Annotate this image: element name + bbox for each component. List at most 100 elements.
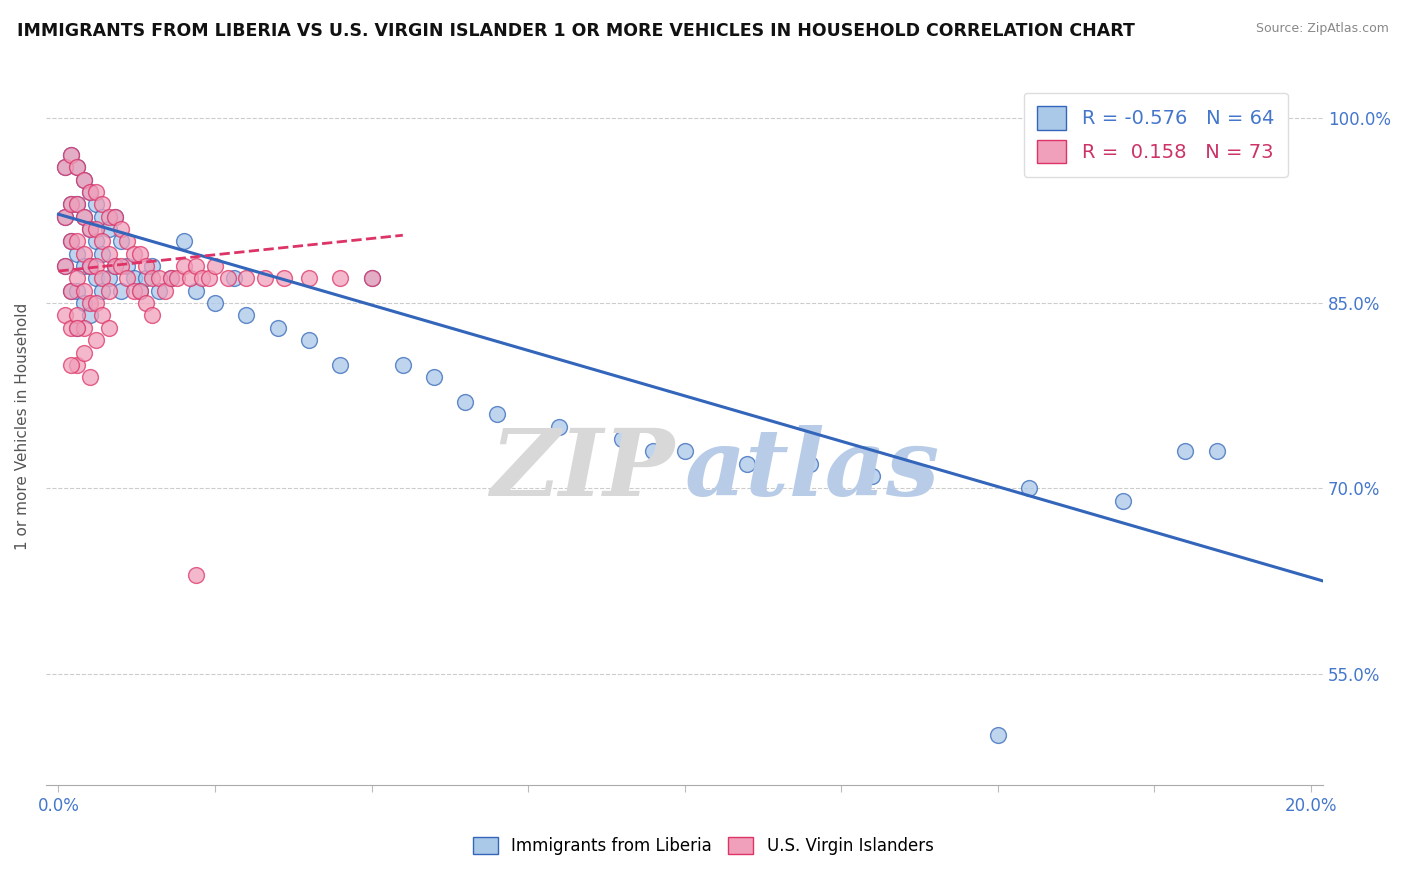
Point	[643, 444, 665, 458]
Point	[53, 161, 76, 175]
Point	[66, 161, 89, 175]
Point	[610, 432, 633, 446]
Point	[186, 567, 208, 582]
Point	[84, 197, 107, 211]
Point	[66, 321, 89, 335]
Point	[53, 161, 76, 175]
Point	[186, 284, 208, 298]
Point	[97, 321, 120, 335]
Point	[104, 259, 127, 273]
Point	[97, 284, 120, 298]
Point	[117, 271, 139, 285]
Point	[104, 210, 127, 224]
Point	[91, 246, 114, 260]
Point	[66, 358, 89, 372]
Point	[128, 284, 150, 298]
Point	[141, 309, 163, 323]
Point	[72, 284, 94, 298]
Point	[79, 370, 101, 384]
Text: Source: ZipAtlas.com: Source: ZipAtlas.com	[1256, 22, 1389, 36]
Point	[53, 259, 76, 273]
Point	[66, 284, 89, 298]
Point	[66, 235, 89, 249]
Point	[72, 210, 94, 224]
Point	[197, 271, 219, 285]
Point	[79, 259, 101, 273]
Point	[91, 309, 114, 323]
Point	[222, 271, 245, 285]
Point	[72, 345, 94, 359]
Point	[66, 197, 89, 211]
Point	[329, 271, 352, 285]
Point	[360, 271, 382, 285]
Point	[72, 321, 94, 335]
Point	[735, 457, 758, 471]
Point	[329, 358, 352, 372]
Point	[148, 271, 170, 285]
Point	[79, 185, 101, 199]
Point	[360, 271, 382, 285]
Point	[135, 271, 157, 285]
Point	[860, 469, 883, 483]
Point	[235, 309, 257, 323]
Point	[298, 333, 321, 347]
Point	[148, 284, 170, 298]
Point	[84, 271, 107, 285]
Point	[60, 284, 83, 298]
Point	[173, 259, 195, 273]
Point	[84, 259, 107, 273]
Point	[548, 419, 571, 434]
Point	[53, 259, 76, 273]
Point	[66, 271, 89, 285]
Point	[60, 235, 83, 249]
Point	[79, 222, 101, 236]
Point	[97, 210, 120, 224]
Point	[84, 235, 107, 249]
Point	[97, 246, 120, 260]
Point	[117, 235, 139, 249]
Point	[254, 271, 277, 285]
Point	[217, 271, 239, 285]
Point	[141, 259, 163, 273]
Point	[72, 210, 94, 224]
Point	[454, 395, 477, 409]
Text: ZIP: ZIP	[491, 425, 675, 515]
Point	[1112, 493, 1135, 508]
Point	[673, 444, 696, 458]
Point	[79, 296, 101, 310]
Point	[97, 271, 120, 285]
Point	[66, 197, 89, 211]
Point	[266, 321, 288, 335]
Point	[79, 185, 101, 199]
Point	[128, 246, 150, 260]
Legend: Immigrants from Liberia, U.S. Virgin Islanders: Immigrants from Liberia, U.S. Virgin Isl…	[465, 830, 941, 862]
Point	[104, 259, 127, 273]
Point	[1205, 444, 1227, 458]
Point	[60, 284, 83, 298]
Point	[79, 309, 101, 323]
Point	[110, 284, 132, 298]
Point	[1174, 444, 1197, 458]
Point	[60, 321, 83, 335]
Point	[141, 271, 163, 285]
Point	[987, 728, 1010, 742]
Point	[66, 246, 89, 260]
Point	[179, 271, 201, 285]
Point	[79, 259, 101, 273]
Point	[122, 284, 145, 298]
Point	[298, 271, 321, 285]
Legend: R = -0.576   N = 64, R =  0.158   N = 73: R = -0.576 N = 64, R = 0.158 N = 73	[1024, 93, 1288, 177]
Point	[110, 222, 132, 236]
Point	[128, 284, 150, 298]
Point	[91, 235, 114, 249]
Point	[53, 309, 76, 323]
Point	[1018, 482, 1040, 496]
Point	[235, 271, 257, 285]
Point	[191, 271, 214, 285]
Point	[72, 172, 94, 186]
Point	[72, 172, 94, 186]
Point	[204, 296, 226, 310]
Point	[72, 246, 94, 260]
Point	[97, 222, 120, 236]
Point	[84, 296, 107, 310]
